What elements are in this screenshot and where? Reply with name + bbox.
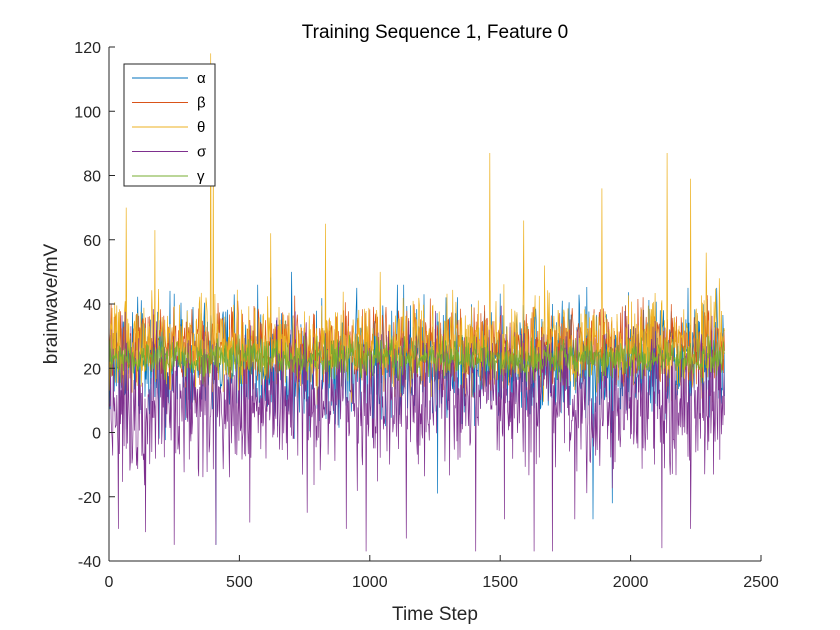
x-axis-label: Time Step: [392, 604, 478, 625]
x-tick-label-2: 1000: [352, 574, 388, 591]
x-tick-label-5: 2500: [743, 574, 779, 591]
y-tick-label-6: 80: [83, 169, 101, 186]
legend-label-2: θ: [197, 119, 205, 136]
y-tick-label-5: 60: [83, 233, 101, 250]
x-tick-label-3: 1500: [482, 574, 518, 591]
chart-title: Training Sequence 1, Feature 0: [302, 22, 569, 43]
series-line-3: [109, 305, 725, 552]
y-tick-label-1: -20: [78, 490, 101, 507]
y-tick-label-7: 100: [74, 104, 101, 121]
y-axis-label: brainwave/mV: [41, 243, 62, 364]
series-layer: [109, 53, 725, 552]
x-tick-label-0: 0: [105, 574, 114, 591]
legend-label-0: α: [197, 70, 206, 87]
y-tick-label-0: -40: [78, 554, 101, 571]
y-tick-label-2: 0: [92, 426, 101, 443]
y-tick-label-4: 40: [83, 297, 101, 314]
y-tick-label-3: 20: [83, 361, 101, 378]
legend-box: [123, 63, 216, 187]
legend-label-4: γ: [197, 168, 205, 185]
x-tick-label-1: 500: [226, 574, 253, 591]
x-tick-label-4: 2000: [613, 574, 649, 591]
axes-layer: 0 500 1000 1500 2000 2500 -40 -20 0 20 40 60 80 100 12…: [74, 40, 779, 591]
legend-label-1: β: [197, 95, 206, 112]
series-line-4: [109, 334, 725, 384]
y-tick-label-8: 120: [74, 40, 101, 57]
legend-label-3: σ: [197, 144, 207, 161]
